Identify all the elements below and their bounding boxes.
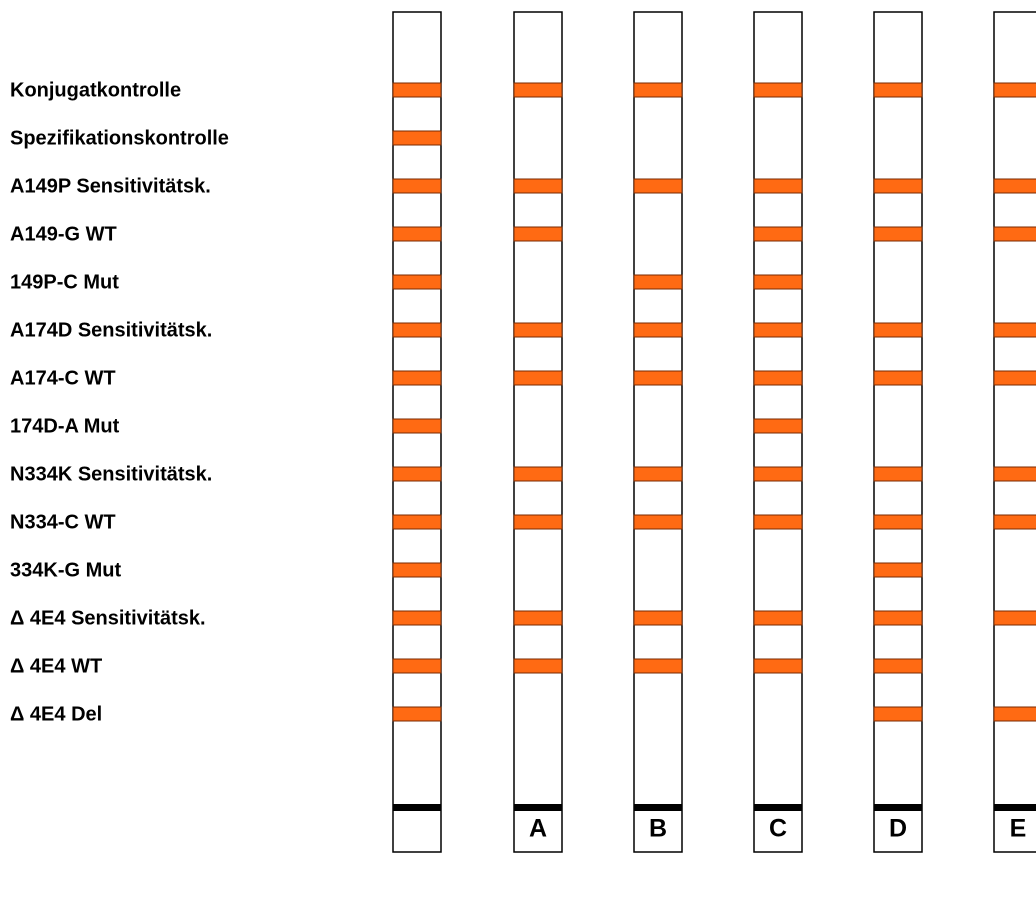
control-line: [874, 804, 922, 811]
band: [994, 707, 1036, 721]
band: [874, 179, 922, 193]
band: [874, 83, 922, 97]
band: [514, 179, 562, 193]
band: [874, 611, 922, 625]
band: [514, 227, 562, 241]
band: [754, 227, 802, 241]
band: [634, 611, 682, 625]
control-line: [634, 804, 682, 811]
row-label: 174D-A Mut: [10, 415, 120, 437]
band: [393, 323, 441, 337]
row-label: A149P Sensitivitätsk.: [10, 175, 211, 197]
band: [393, 563, 441, 577]
band: [754, 515, 802, 529]
band: [754, 371, 802, 385]
band: [393, 515, 441, 529]
strip-label: E: [1010, 815, 1027, 843]
row-label: Δ 4E4 Sensitivitätsk.: [10, 607, 206, 629]
band: [393, 275, 441, 289]
band: [393, 371, 441, 385]
band: [994, 323, 1036, 337]
control-line: [754, 804, 802, 811]
band: [514, 515, 562, 529]
band: [754, 611, 802, 625]
row-label: 149P-C Mut: [10, 271, 119, 293]
band: [754, 323, 802, 337]
page: {"rows": ["Konjugatkontrolle", "Spezifik…: [0, 0, 1036, 898]
band: [393, 467, 441, 481]
band: [874, 563, 922, 577]
control-line: [393, 804, 441, 811]
band: [514, 467, 562, 481]
band: [994, 227, 1036, 241]
control-line: [994, 804, 1036, 811]
band: [994, 371, 1036, 385]
band: [393, 227, 441, 241]
band: [514, 371, 562, 385]
band: [393, 659, 441, 673]
band: [994, 515, 1036, 529]
band: [634, 83, 682, 97]
strip-label: D: [889, 815, 907, 843]
row-label: 334K-G Mut: [10, 559, 121, 581]
band: [634, 275, 682, 289]
strip-label: B: [649, 815, 667, 843]
band: [514, 659, 562, 673]
band: [634, 179, 682, 193]
band: [994, 611, 1036, 625]
band: [634, 659, 682, 673]
band: [874, 323, 922, 337]
band: [874, 467, 922, 481]
band: [634, 467, 682, 481]
strip-label: A: [529, 815, 547, 843]
control-line: [514, 804, 562, 811]
band: [994, 467, 1036, 481]
band: [994, 83, 1036, 97]
test-strip: [634, 12, 682, 852]
band: [754, 659, 802, 673]
row-label: N334-C WT: [10, 511, 116, 533]
band: [634, 515, 682, 529]
band: [634, 371, 682, 385]
band: [874, 371, 922, 385]
band: [754, 179, 802, 193]
band: [994, 179, 1036, 193]
row-label: A174D Sensitivitätsk.: [10, 319, 212, 341]
band: [754, 467, 802, 481]
strip-label: C: [769, 815, 787, 843]
band: [514, 611, 562, 625]
band: [393, 419, 441, 433]
row-label: A149-G WT: [10, 223, 117, 245]
band: [393, 179, 441, 193]
row-label: Konjugatkontrolle: [10, 79, 181, 101]
row-label: Δ 4E4 WT: [10, 655, 102, 677]
row-label: A174-C WT: [10, 367, 116, 389]
band: [514, 323, 562, 337]
band: [754, 83, 802, 97]
band: [874, 659, 922, 673]
band: [514, 83, 562, 97]
band: [754, 275, 802, 289]
row-label: Δ 4E4 Del: [10, 703, 102, 725]
test-strip: [514, 12, 562, 852]
band: [393, 83, 441, 97]
band: [393, 131, 441, 145]
band: [874, 707, 922, 721]
test-strip: [994, 12, 1036, 852]
band: [393, 707, 441, 721]
band: [874, 515, 922, 529]
strip-diagram: Konjugatkontrolle Spezifikationskontrolle…: [0, 0, 1036, 898]
band: [634, 323, 682, 337]
row-label: N334K Sensitivitätsk.: [10, 463, 212, 485]
band: [754, 419, 802, 433]
band: [393, 611, 441, 625]
test-strip: [874, 12, 922, 852]
row-label: Spezifikationskontrolle: [10, 127, 229, 149]
band: [874, 227, 922, 241]
